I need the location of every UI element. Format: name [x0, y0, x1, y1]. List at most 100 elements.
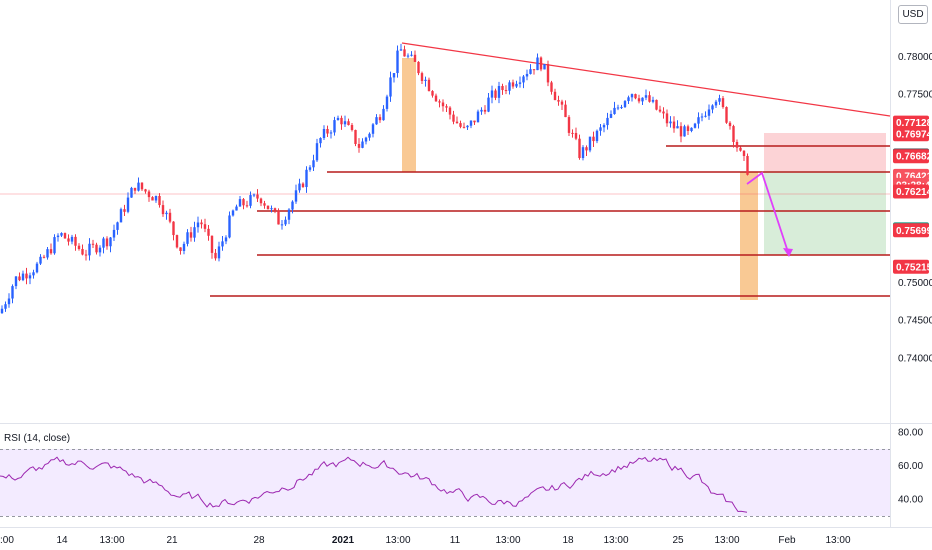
candlestick-series[interactable]: [0, 43, 749, 314]
candle-body: [60, 233, 63, 236]
candle-body: [252, 194, 256, 196]
price-tick-label: 0.74000: [898, 353, 932, 364]
candle-body: [651, 99, 655, 102]
candle-body: [203, 224, 207, 229]
price-tags[interactable]: 0.771280.769740.766920.766820.7642103:28…: [893, 115, 932, 274]
candle-body: [410, 54, 413, 56]
price-tag[interactable]: [893, 184, 929, 199]
price-tag[interactable]: [893, 259, 929, 274]
candle-body: [648, 95, 651, 102]
price-tag[interactable]: [893, 115, 929, 130]
price-axis[interactable]: 0.78000 0.77500 0.75000 0.74500 0.74000: [898, 52, 932, 365]
time-tick-label: 25: [672, 535, 684, 546]
candle-body: [322, 128, 326, 139]
time-tick-label: 21: [166, 535, 178, 546]
candle-body: [452, 114, 455, 122]
candle-body: [511, 82, 515, 87]
candle-body: [123, 209, 126, 212]
rsi-axis[interactable]: 80.00 60.00 40.00: [898, 427, 923, 505]
candle-body: [672, 121, 676, 129]
candle-body: [623, 101, 627, 108]
rsi-band: [0, 449, 890, 516]
candle-body: [168, 212, 172, 222]
candle-body: [364, 137, 368, 142]
candle-body: [147, 191, 151, 198]
price-tag[interactable]: [893, 223, 929, 238]
candle-body: [536, 57, 539, 71]
candle-body: [641, 97, 644, 102]
candle-body: [200, 222, 203, 225]
candle-body: [375, 117, 378, 125]
stop-loss-zone[interactable]: [764, 133, 886, 171]
candle-body: [550, 82, 553, 92]
candle-body: [704, 115, 707, 117]
price-tag-label: 0.75215: [896, 262, 932, 273]
candle-body: [217, 246, 221, 259]
take-profit-zone[interactable]: [764, 171, 886, 255]
candle-body: [308, 167, 312, 170]
candle-body: [420, 73, 424, 81]
candle-body: [739, 147, 742, 151]
currency-badge[interactable]: USD: [898, 5, 928, 24]
price-tick-label: 0.78000: [898, 52, 932, 63]
price-tag[interactable]: [893, 149, 929, 164]
candle-body: [742, 150, 746, 156]
candle-body: [455, 121, 459, 124]
candle-body: [256, 194, 259, 199]
candle-body: [298, 183, 301, 191]
candle-body: [686, 126, 690, 131]
candle-body: [728, 122, 732, 127]
candle-body: [161, 205, 165, 215]
candle-body: [553, 91, 557, 101]
candle-body: [557, 100, 560, 102]
candle-body: [714, 101, 718, 106]
price-tick-label: 0.74500: [898, 316, 932, 327]
candle-body: [494, 90, 497, 98]
candle-body: [546, 64, 550, 83]
candle-body: [378, 117, 382, 121]
candle-body: [581, 147, 585, 159]
candle-body: [371, 124, 375, 134]
candle-body: [133, 187, 137, 191]
candle-body: [130, 187, 133, 198]
candle-body: [53, 237, 56, 254]
candle-body: [347, 121, 350, 126]
candle-body: [81, 248, 84, 255]
candle-body: [683, 126, 686, 137]
descending-trendline[interactable]: [401, 42, 891, 117]
candle-body: [459, 123, 462, 127]
candle-body: [42, 256, 46, 258]
candle-body: [74, 236, 77, 246]
candle-body: [291, 201, 294, 210]
candle-body: [350, 125, 354, 130]
candle-body: [504, 90, 508, 92]
time-tick-label: 13:00: [714, 535, 739, 546]
price-tag[interactable]: [893, 127, 929, 142]
candle-body: [336, 117, 340, 121]
candle-body: [529, 69, 532, 74]
candle-body: [126, 197, 130, 212]
candle-body: [721, 98, 725, 108]
candle-body: [14, 276, 18, 287]
candle-body: [315, 143, 319, 161]
candle-body: [427, 79, 431, 92]
highlight-column-2: [740, 172, 758, 300]
rsi-line[interactable]: [0, 456, 748, 513]
candle-body: [424, 79, 427, 81]
candle-body: [67, 238, 70, 242]
candle-body: [249, 195, 252, 206]
candle-body: [333, 120, 336, 133]
candle-body: [665, 113, 669, 124]
candle-body: [560, 101, 564, 105]
candle-body: [270, 208, 273, 210]
candle-body: [368, 133, 371, 138]
projection-arrow[interactable]: [746, 171, 793, 257]
candle-body: [630, 94, 634, 98]
candle-body: [32, 272, 35, 276]
time-axis[interactable]: :00 14 13:00 21 28 2021 13:00 11 13:00 18 13:00 25 1…: [0, 535, 851, 546]
rsi-title[interactable]: RSI (14, close): [4, 433, 70, 444]
candle-body: [697, 117, 700, 124]
candle-body: [620, 107, 623, 109]
candle-body: [735, 141, 739, 148]
